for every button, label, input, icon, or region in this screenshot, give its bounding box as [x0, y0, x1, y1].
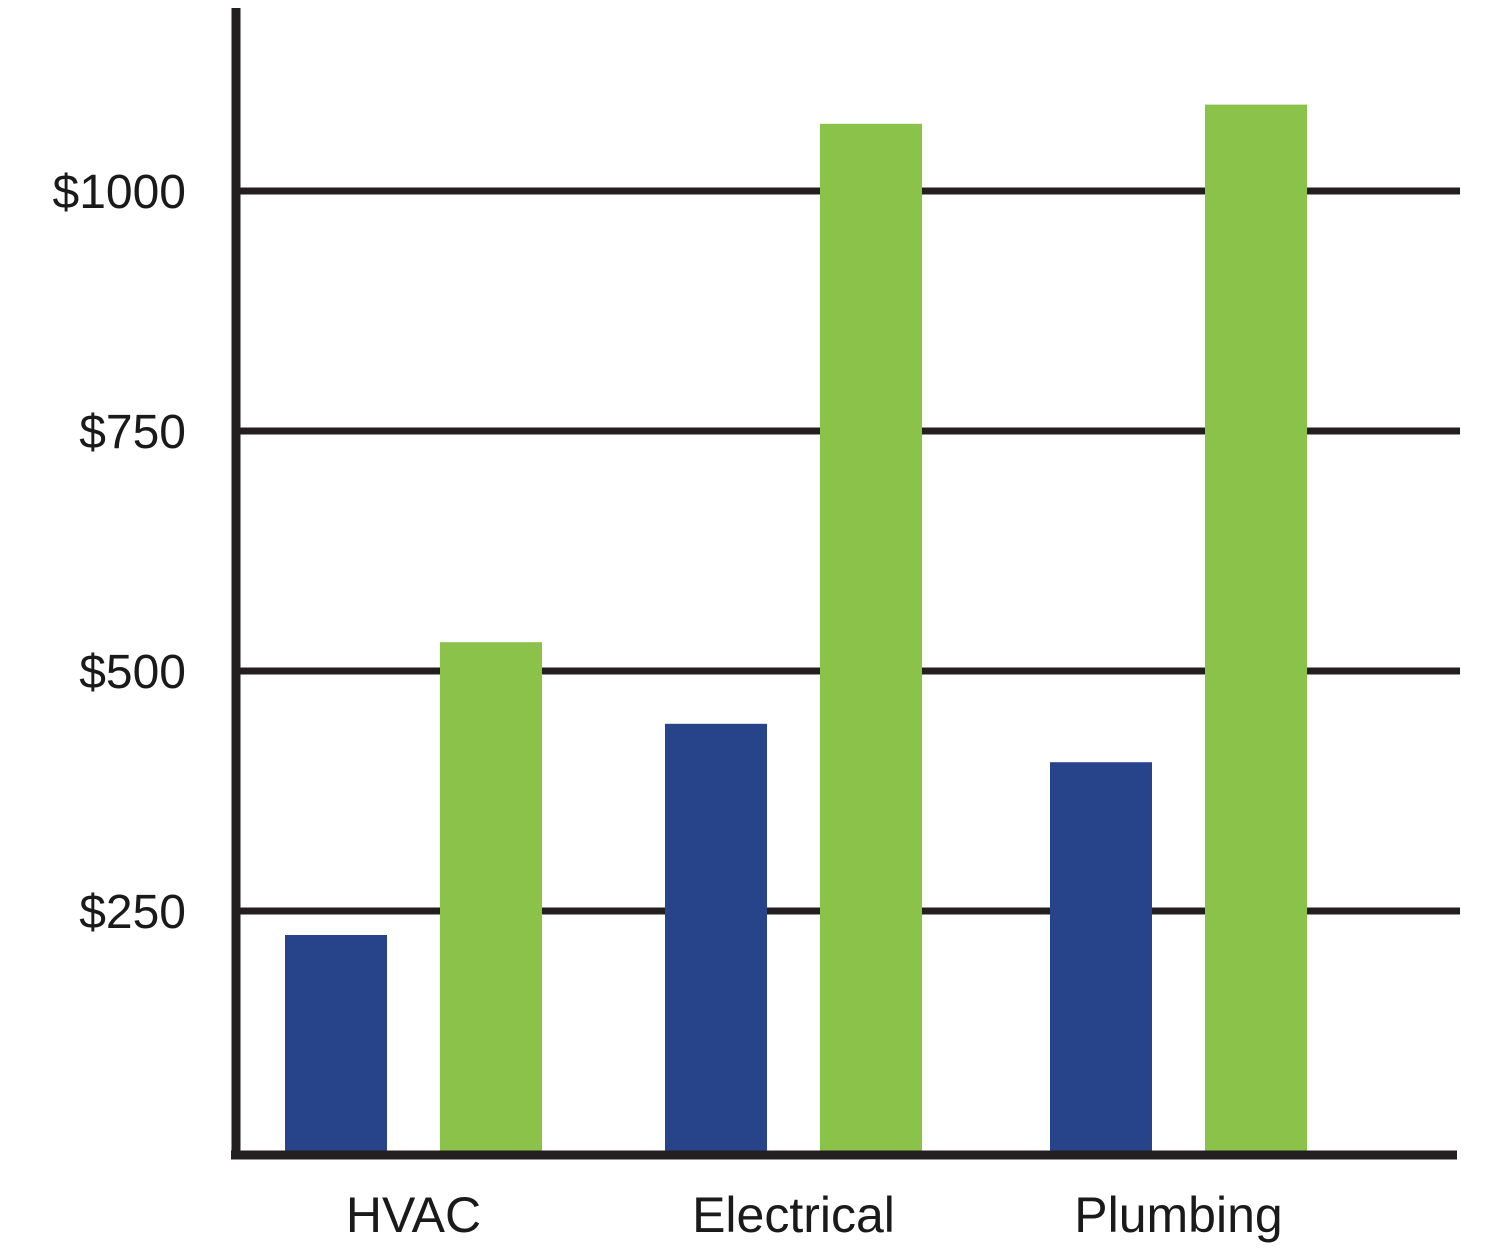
- axes: [231, 8, 1457, 1160]
- y-tick-label: $250: [79, 886, 186, 939]
- bar-electrical-series-2: [820, 123, 922, 1151]
- bar-plumbing-series-1: [1050, 762, 1152, 1151]
- x-category-label: HVAC: [346, 1187, 481, 1243]
- y-tick-label: $1000: [53, 166, 186, 219]
- x-category-label: Plumbing: [1074, 1187, 1282, 1243]
- y-tick-label: $500: [79, 646, 186, 699]
- x-category-label: Electrical: [692, 1187, 895, 1243]
- x-category-labels: HVAC Electrical Plumbing: [346, 1187, 1283, 1243]
- bar-hvac-series-1: [285, 935, 387, 1151]
- y-tick-labels: $250 $500 $750 $1000: [53, 166, 186, 939]
- bar-electrical-series-1: [665, 723, 767, 1151]
- bars: [285, 104, 1307, 1152]
- y-tick-label: $750: [79, 406, 186, 459]
- bar-plumbing-series-2: [1205, 104, 1307, 1152]
- bar-hvac-series-2: [440, 642, 542, 1151]
